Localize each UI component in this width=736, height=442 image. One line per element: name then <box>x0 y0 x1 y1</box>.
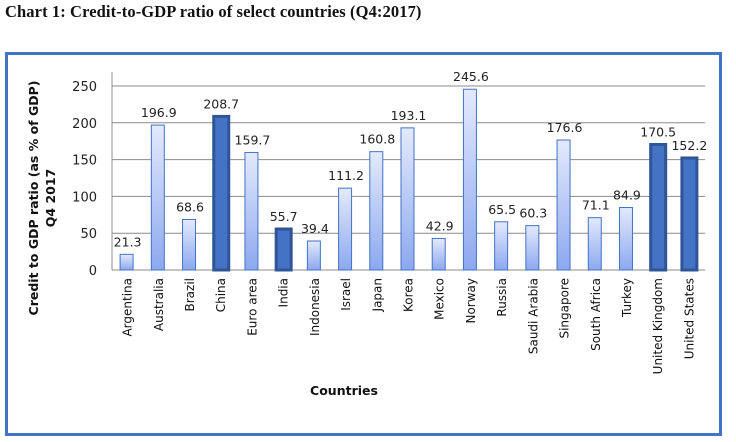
bar <box>618 207 633 271</box>
category-label: Japan <box>370 278 384 312</box>
bars <box>119 88 699 272</box>
bar <box>182 219 197 271</box>
axis-titles: Credit to GDP ratio (as % of GDP) Q4 201… <box>26 81 378 398</box>
category-label: China <box>214 278 228 312</box>
bar <box>494 221 509 271</box>
chart-caption: Chart 1: Credit-to-GDP ratio of select c… <box>5 2 422 21</box>
data-label: 60.3 <box>519 206 547 221</box>
data-label: 39.4 <box>301 221 329 236</box>
bar <box>587 217 602 271</box>
data-label: 208.7 <box>203 96 239 111</box>
bar-highlighted <box>274 227 293 272</box>
category-label: Euro area <box>245 278 259 336</box>
data-label: 65.5 <box>488 202 516 217</box>
category-label: Korea <box>402 278 416 312</box>
data-label: 21.3 <box>114 234 142 249</box>
bar-highlighted <box>649 143 668 272</box>
category-label: Argentina <box>121 278 135 337</box>
data-label: 68.6 <box>176 200 204 215</box>
y-axis-title: Credit to GDP ratio (as % of GDP) <box>26 81 41 316</box>
bar <box>400 127 415 271</box>
bar <box>306 240 321 271</box>
category-label: United Kingdom <box>651 278 665 374</box>
category-labels: Argentina Australia Brazil China Euro area In… <box>121 278 697 374</box>
category-label: Brazil <box>183 278 197 312</box>
chart-frame <box>5 52 722 436</box>
data-label: 193.1 <box>391 108 427 123</box>
bar <box>525 225 540 271</box>
bar-highlighted <box>212 114 231 272</box>
category-label: United States <box>682 278 696 359</box>
category-label: Mexico <box>433 278 447 320</box>
data-label: 55.7 <box>270 209 298 224</box>
y-tick-label: 250 <box>72 80 97 95</box>
y-tick-label: 50 <box>80 227 97 242</box>
data-label: 196.9 <box>141 105 177 120</box>
bar <box>338 187 353 271</box>
category-label: Australia <box>152 278 166 331</box>
data-label: 71.1 <box>582 198 610 213</box>
data-label: 152.2 <box>671 138 707 153</box>
y-tick-label: 100 <box>72 190 97 205</box>
category-label: Israel <box>339 278 353 311</box>
y-axis-title-line2: Q4 2017 <box>43 169 58 227</box>
x-axis-title: Countries <box>310 383 378 398</box>
category-label: South Africa <box>589 278 603 351</box>
data-label: 159.7 <box>235 132 271 147</box>
bar <box>462 88 477 271</box>
data-label: 111.2 <box>328 168 364 183</box>
category-label: Indonesia <box>308 278 322 336</box>
category-label: Saudi Arabia <box>526 278 540 354</box>
category-label: Norway <box>464 278 478 324</box>
bar <box>369 151 384 271</box>
bar <box>150 124 165 271</box>
bar <box>119 253 134 271</box>
bar <box>244 151 259 271</box>
axes: 0 50 100 150 200 250 <box>72 72 705 279</box>
bar <box>556 139 571 271</box>
bar <box>431 237 446 271</box>
y-tick-label: 0 <box>89 264 97 279</box>
data-label: 84.9 <box>613 188 641 203</box>
category-label: Turkey <box>620 278 634 318</box>
data-label: 176.6 <box>547 120 583 135</box>
y-tick-label: 200 <box>72 117 97 132</box>
data-label: 42.9 <box>426 218 454 233</box>
category-label: India <box>277 278 291 307</box>
data-label: 170.5 <box>640 125 676 140</box>
y-tick-label: 150 <box>72 154 97 169</box>
data-labels: 21.3 196.9 68.6 208.7 159.7 55.739.4 111.2 160.… <box>114 69 708 249</box>
category-label: Singapore <box>558 278 572 339</box>
data-label: 245.6 <box>453 69 489 84</box>
category-label: Russia <box>495 278 509 317</box>
bar-highlighted <box>680 156 699 272</box>
data-label: 160.8 <box>359 132 395 147</box>
